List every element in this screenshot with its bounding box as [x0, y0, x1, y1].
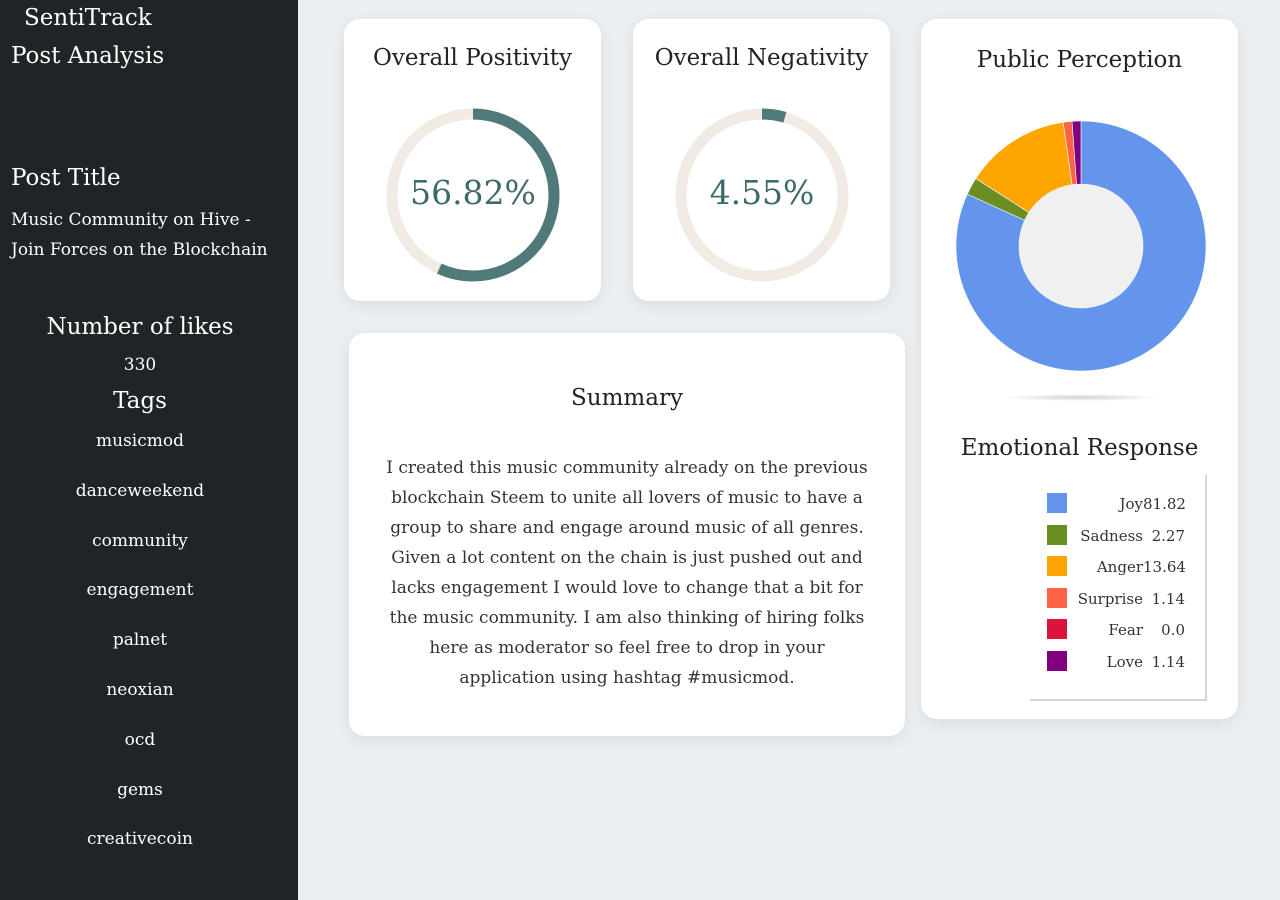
negativity-gauge — [675, 108, 849, 282]
positivity-card: Overall Positivity 56.82% — [344, 19, 601, 301]
summary-card: Summary I created this music community a… — [349, 333, 905, 736]
legend-item-sadness[interactable]: Sadness 2.27 — [1030, 521, 1205, 553]
page-heading: Post Analysis — [11, 43, 165, 69]
positivity-value: 56.82% — [410, 173, 536, 212]
emotion-legend: Joy 81.82 Sadness 2.27 Anger 13.64 Surprise 1.1… — [1030, 475, 1207, 701]
tags-list: musicmod danceweekend community engageme… — [0, 427, 280, 875]
legend-value: 1.14 — [1151, 589, 1185, 608]
legend-swatch — [1047, 524, 1067, 545]
positivity-gauge — [386, 108, 560, 282]
legend-swatch — [1047, 556, 1067, 577]
likes-value: 330 — [123, 355, 157, 375]
legend-label: Fear — [1108, 621, 1143, 640]
legend-label: Love — [1106, 653, 1143, 671]
summary-title: Summary — [571, 385, 683, 411]
legend-swatch — [1047, 619, 1067, 640]
legend-label: Sadness — [1080, 526, 1143, 545]
positivity-title: Overall Positivity — [373, 45, 572, 71]
tag-item: gems — [117, 779, 163, 800]
legend-swatch — [1047, 651, 1067, 671]
legend-swatch — [1047, 493, 1067, 513]
gauge-fill — [386, 108, 560, 282]
summary-text: I created this music community already o… — [386, 458, 868, 688]
negativity-card: Overall Negativity 4.55% — [633, 19, 890, 301]
tag-item: ocd — [124, 729, 156, 750]
brand-title[interactable]: SentiTrack — [24, 5, 152, 31]
tag-item: engagement — [86, 580, 194, 601]
post-title-value: Music Community on Hive - Join Forces on… — [11, 210, 268, 260]
legend-label: Anger — [1096, 558, 1143, 577]
legend-swatch — [1047, 587, 1067, 608]
likes-label: Number of likes — [46, 314, 234, 340]
legend-value: 13.64 — [1143, 558, 1186, 577]
post-title-label: Post Title — [11, 165, 121, 191]
tag-item: neoxian — [106, 679, 174, 700]
tag-item: danceweekend — [75, 480, 205, 501]
tag-item: community — [92, 530, 188, 551]
legend-value: 81.82 — [1143, 495, 1186, 513]
emotion-donut-chart — [955, 120, 1207, 372]
tag-item: musicmod — [96, 431, 184, 451]
negativity-value: 4.55% — [709, 173, 815, 212]
legend-value: 2.27 — [1151, 526, 1185, 545]
perception-title: Public Perception — [976, 47, 1183, 73]
emotional-response-title: Emotional Response — [960, 435, 1199, 461]
legend-item-anger[interactable]: Anger 13.64 — [1030, 552, 1205, 584]
legend-value: 0.0 — [1161, 621, 1185, 640]
sidebar: SentiTrack Post Analysis Post Title Musi… — [0, 0, 298, 900]
tags-label: Tags — [113, 388, 167, 414]
tag-item: palnet — [112, 630, 168, 651]
negativity-title: Overall Negativity — [654, 45, 869, 71]
chart-shadow — [1001, 394, 1161, 401]
perception-card: Public Perception Emotional Response Joy… — [921, 19, 1238, 719]
gauge-fill — [675, 108, 849, 282]
donut-hole — [1019, 184, 1143, 308]
legend-label: Surprise — [1077, 589, 1143, 608]
legend-item-love[interactable]: Love 1.14 — [1030, 647, 1205, 679]
legend-item-joy[interactable]: Joy 81.82 — [1030, 489, 1205, 521]
legend-label: Joy — [1119, 495, 1143, 513]
legend-item-fear[interactable]: Fear 0.0 — [1030, 615, 1205, 647]
tag-item: creativecoin — [87, 829, 193, 850]
legend-item-surprise[interactable]: Surprise 1.14 — [1030, 584, 1205, 616]
legend-value: 1.14 — [1151, 653, 1185, 671]
